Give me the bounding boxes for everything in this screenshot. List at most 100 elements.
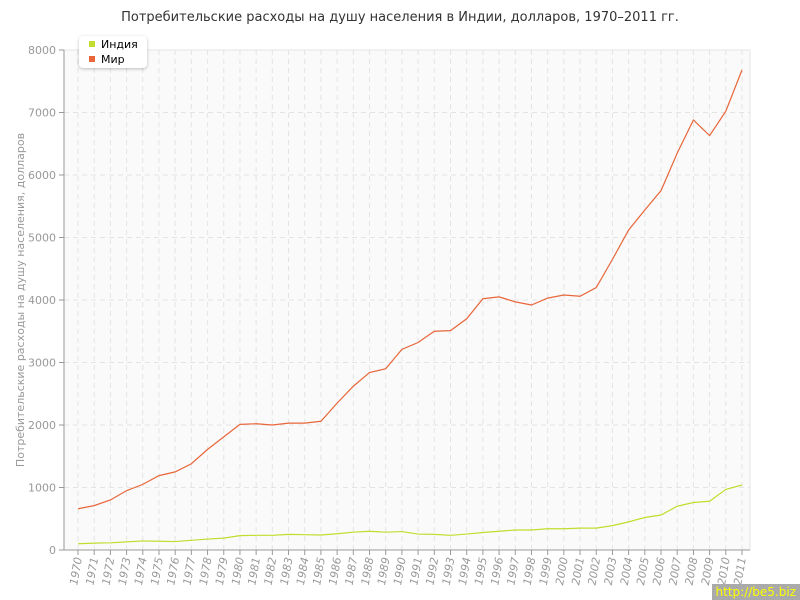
x-tick-label: 1973 xyxy=(116,556,134,586)
y-tick-label: 8000 xyxy=(28,44,56,57)
x-tick-label: 1992 xyxy=(424,556,442,586)
data-point xyxy=(546,527,549,530)
x-tick-label: 2007 xyxy=(667,556,685,586)
x-tick-label: 1977 xyxy=(181,556,199,586)
data-point xyxy=(449,534,452,537)
x-tick-label: 1990 xyxy=(391,556,409,586)
data-point xyxy=(77,542,80,545)
data-point xyxy=(206,538,209,541)
x-tick-label: 1989 xyxy=(375,556,393,586)
data-point xyxy=(530,304,533,307)
x-tick-label: 1991 xyxy=(407,556,425,586)
x-tick-label: 1974 xyxy=(132,556,150,586)
series-line-Мир xyxy=(77,69,743,510)
y-tick-label: 3000 xyxy=(28,357,56,370)
data-point xyxy=(238,534,241,537)
legend-label: Индия xyxy=(101,37,138,51)
data-point xyxy=(611,258,614,261)
x-tick-label: 2004 xyxy=(618,556,636,586)
x-tick-label: 1985 xyxy=(310,556,328,586)
data-point xyxy=(595,527,598,530)
watermark: http://be5.biz xyxy=(711,584,800,600)
data-point xyxy=(595,286,598,289)
data-point xyxy=(287,533,290,536)
legend-swatch xyxy=(89,41,95,47)
data-point xyxy=(692,501,695,504)
data-point xyxy=(579,295,582,298)
y-tick-label: 2000 xyxy=(28,419,56,432)
data-point xyxy=(643,209,646,212)
x-tick-label: 1996 xyxy=(488,556,506,586)
y-axis-label: Потребительские расходы на душу населени… xyxy=(14,133,27,467)
data-point xyxy=(660,189,663,192)
x-tick-label: 1983 xyxy=(278,556,296,586)
x-tick-label: 1976 xyxy=(164,556,182,586)
x-tick-label: 1994 xyxy=(456,556,474,586)
x-tick-label: 1999 xyxy=(537,556,555,586)
data-point xyxy=(514,300,517,303)
data-point xyxy=(368,371,371,374)
data-point xyxy=(449,329,452,332)
x-tick-label: 1979 xyxy=(213,556,231,586)
data-point xyxy=(660,514,663,517)
x-tick-label: 1995 xyxy=(472,556,490,586)
data-point xyxy=(741,69,744,72)
x-tick-label: 1972 xyxy=(100,556,118,586)
x-tick-label: 2000 xyxy=(553,556,571,586)
data-point xyxy=(157,474,160,477)
data-point xyxy=(562,527,565,530)
data-point xyxy=(481,531,484,534)
x-tick-label: 2006 xyxy=(650,556,668,586)
data-point xyxy=(303,533,306,536)
data-point xyxy=(368,530,371,533)
data-point xyxy=(384,367,387,370)
data-point xyxy=(238,423,241,426)
data-point xyxy=(157,540,160,543)
x-tick-label: 1984 xyxy=(294,556,312,586)
x-tick-label: 1982 xyxy=(262,556,280,586)
y-tick-label: 6000 xyxy=(28,169,56,182)
data-point xyxy=(562,294,565,297)
data-point xyxy=(481,297,484,300)
data-point xyxy=(465,533,468,536)
data-point xyxy=(93,504,96,507)
x-tick-label: 1998 xyxy=(521,556,539,586)
x-tick-label: 1978 xyxy=(197,556,215,586)
data-point xyxy=(125,489,128,492)
data-point xyxy=(174,540,177,543)
x-tick-label: 2005 xyxy=(634,556,652,586)
legend-item-world[interactable]: Мир xyxy=(89,52,147,66)
data-point xyxy=(319,534,322,537)
data-point xyxy=(611,524,614,527)
legend-item-india[interactable]: Индия xyxy=(89,37,147,51)
data-point xyxy=(708,500,711,503)
data-point xyxy=(190,462,193,465)
data-point xyxy=(643,516,646,519)
x-tick-label: 1981 xyxy=(245,556,263,586)
data-point xyxy=(271,534,274,537)
x-tick-label: 2008 xyxy=(683,556,701,586)
data-point xyxy=(190,539,193,542)
data-point xyxy=(433,330,436,333)
data-point xyxy=(724,488,727,491)
y-tick-label: 0 xyxy=(49,544,56,557)
x-tick-label: 1975 xyxy=(148,556,166,586)
chart-title: Потребительские расходы на душу населени… xyxy=(121,10,679,25)
x-tick-label: 1986 xyxy=(326,556,344,586)
data-point xyxy=(741,484,744,487)
data-point xyxy=(287,422,290,425)
data-point xyxy=(417,533,420,536)
legend: Индия Мир xyxy=(79,36,147,68)
data-point xyxy=(336,532,339,535)
data-point xyxy=(141,539,144,542)
data-point xyxy=(255,534,258,537)
x-tick-label: 2010 xyxy=(715,556,733,586)
data-point xyxy=(174,470,177,473)
x-tick-label: 1970 xyxy=(67,556,85,586)
data-point xyxy=(676,505,679,508)
data-point xyxy=(141,483,144,486)
data-point xyxy=(352,385,355,388)
data-point xyxy=(627,520,630,523)
data-point xyxy=(514,529,517,532)
x-tick-label: 1987 xyxy=(343,556,361,586)
